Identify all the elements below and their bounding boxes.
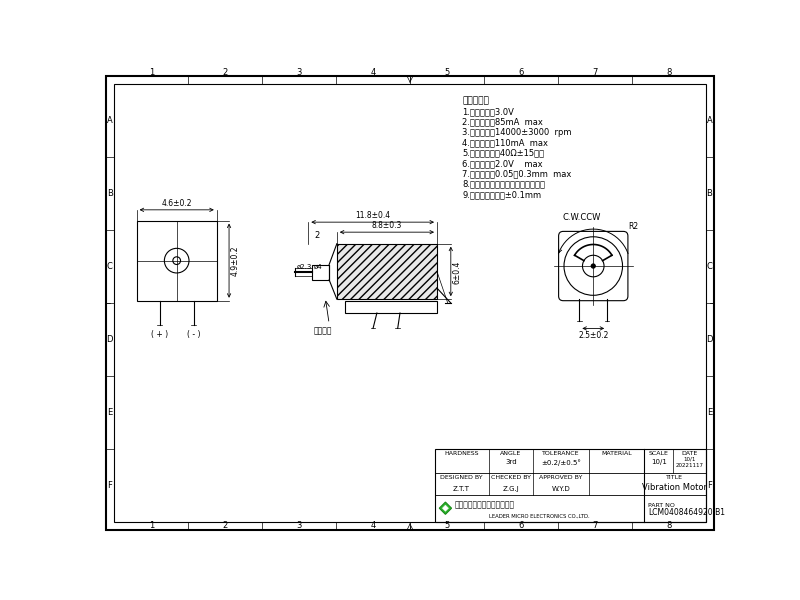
Text: 8: 8	[666, 68, 671, 77]
Text: PART NO: PART NO	[648, 503, 675, 508]
Text: 1: 1	[149, 521, 154, 530]
Text: 5.端子际抗：（40Ω±15％）: 5.端子际抗：（40Ω±15％）	[462, 149, 545, 158]
Text: 9.未注公差尺寸为±0.1mm: 9.未注公差尺寸为±0.1mm	[462, 190, 542, 199]
Text: TITLE: TITLE	[666, 475, 683, 481]
Bar	[337, 244, 437, 299]
Text: 8.8±0.3: 8.8±0.3	[372, 221, 402, 230]
Text: 黑色胶套: 黑色胶套	[314, 326, 332, 335]
Text: F: F	[107, 481, 112, 490]
Text: LCM0408464920-B1: LCM0408464920-B1	[648, 508, 725, 517]
Text: 3.额定转速：14000±3000  rpm: 3.额定转速：14000±3000 rpm	[462, 128, 572, 137]
Text: Z.G.J: Z.G.J	[502, 485, 519, 491]
Text: R2: R2	[628, 223, 638, 232]
Text: 2.5±0.2: 2.5±0.2	[578, 331, 609, 340]
Text: APPROVED BY: APPROVED BY	[539, 475, 582, 481]
Text: TOLERANCE: TOLERANCE	[542, 451, 580, 456]
Text: ø4: ø4	[314, 264, 322, 270]
Text: Vibration Motor: Vibration Motor	[642, 482, 707, 491]
Text: D: D	[706, 335, 713, 344]
Text: A: A	[706, 116, 713, 125]
Text: C: C	[706, 262, 713, 271]
Text: 4.6±0.2: 4.6±0.2	[162, 199, 192, 208]
Text: E: E	[707, 408, 712, 417]
Text: F: F	[707, 481, 712, 490]
Bar	[312, 265, 329, 280]
Text: 3rd: 3rd	[505, 460, 517, 466]
Text: 4: 4	[370, 521, 376, 530]
Text: DESIGNED BY: DESIGNED BY	[440, 475, 483, 481]
Text: 3: 3	[297, 68, 302, 77]
Text: MATERIAL: MATERIAL	[601, 451, 632, 456]
Text: ±0.2/±0.5°: ±0.2/±0.5°	[541, 459, 581, 466]
Text: 4: 4	[370, 68, 376, 77]
Text: Z.T.T: Z.T.T	[453, 485, 470, 491]
Text: 2: 2	[222, 68, 228, 77]
Text: B: B	[106, 189, 113, 198]
Text: 4.堵转电流：110mA  max: 4.堵转电流：110mA max	[462, 138, 548, 147]
Text: 4.9±0.2: 4.9±0.2	[230, 245, 239, 276]
Text: DATE: DATE	[682, 451, 698, 456]
Text: 6: 6	[518, 521, 523, 530]
Text: LEADER MICRO ELECTRONICS CO.,LTD.: LEADER MICRO ELECTRONICS CO.,LTD.	[489, 514, 590, 518]
Text: 8.如图所示轴向尺寸不包含轴向间隙: 8.如图所示轴向尺寸不包含轴向间隙	[462, 180, 546, 189]
Text: SCALE: SCALE	[649, 451, 669, 456]
Circle shape	[591, 264, 595, 268]
Text: CHECKED BY: CHECKED BY	[491, 475, 531, 481]
Text: ANGLE: ANGLE	[500, 451, 522, 456]
Text: 1.额定电压：3.0V: 1.额定电压：3.0V	[462, 107, 514, 116]
Text: 立得微电子（惠州）有限公司: 立得微电子（惠州）有限公司	[454, 500, 514, 509]
Text: 5: 5	[444, 68, 450, 77]
Text: 10/1
20221117: 10/1 20221117	[675, 457, 703, 468]
Text: D: D	[106, 335, 113, 344]
Bar	[137, 221, 217, 301]
Text: 3: 3	[297, 521, 302, 530]
Text: 6.启动电压：2.0V    max: 6.启动电压：2.0V max	[462, 159, 543, 168]
Text: 5: 5	[444, 521, 450, 530]
Text: 8: 8	[666, 521, 671, 530]
Text: 2.额定电流：85mA  max: 2.额定电流：85mA max	[462, 118, 543, 127]
Text: 7: 7	[592, 68, 598, 77]
Text: C.W.CCW: C.W.CCW	[562, 213, 601, 222]
Text: A: A	[107, 116, 113, 125]
Bar	[345, 301, 437, 313]
Text: ( + ): ( + )	[151, 330, 168, 339]
Text: B: B	[706, 189, 713, 198]
Bar	[434, 449, 706, 521]
Text: 2: 2	[222, 521, 228, 530]
Text: 6±0.4: 6±0.4	[452, 260, 462, 284]
Text: C: C	[106, 262, 113, 271]
Text: 2: 2	[314, 231, 319, 240]
Text: HARDNESS: HARDNESS	[444, 451, 479, 456]
Text: W.Y.D: W.Y.D	[551, 485, 570, 491]
Text: 11.8±0.4: 11.8±0.4	[355, 211, 390, 220]
Text: 1: 1	[149, 68, 154, 77]
Text: 7: 7	[592, 521, 598, 530]
Text: 7.轴向间隙：0.05～0.3mm  max: 7.轴向间隙：0.05～0.3mm max	[462, 169, 572, 178]
Text: ( - ): ( - )	[187, 330, 200, 339]
Text: 6: 6	[518, 68, 523, 77]
Text: E: E	[107, 408, 112, 417]
Text: 10/1: 10/1	[650, 460, 666, 466]
Text: 技术要求：: 技术要求：	[462, 97, 490, 106]
Text: ø2.3: ø2.3	[297, 264, 312, 270]
